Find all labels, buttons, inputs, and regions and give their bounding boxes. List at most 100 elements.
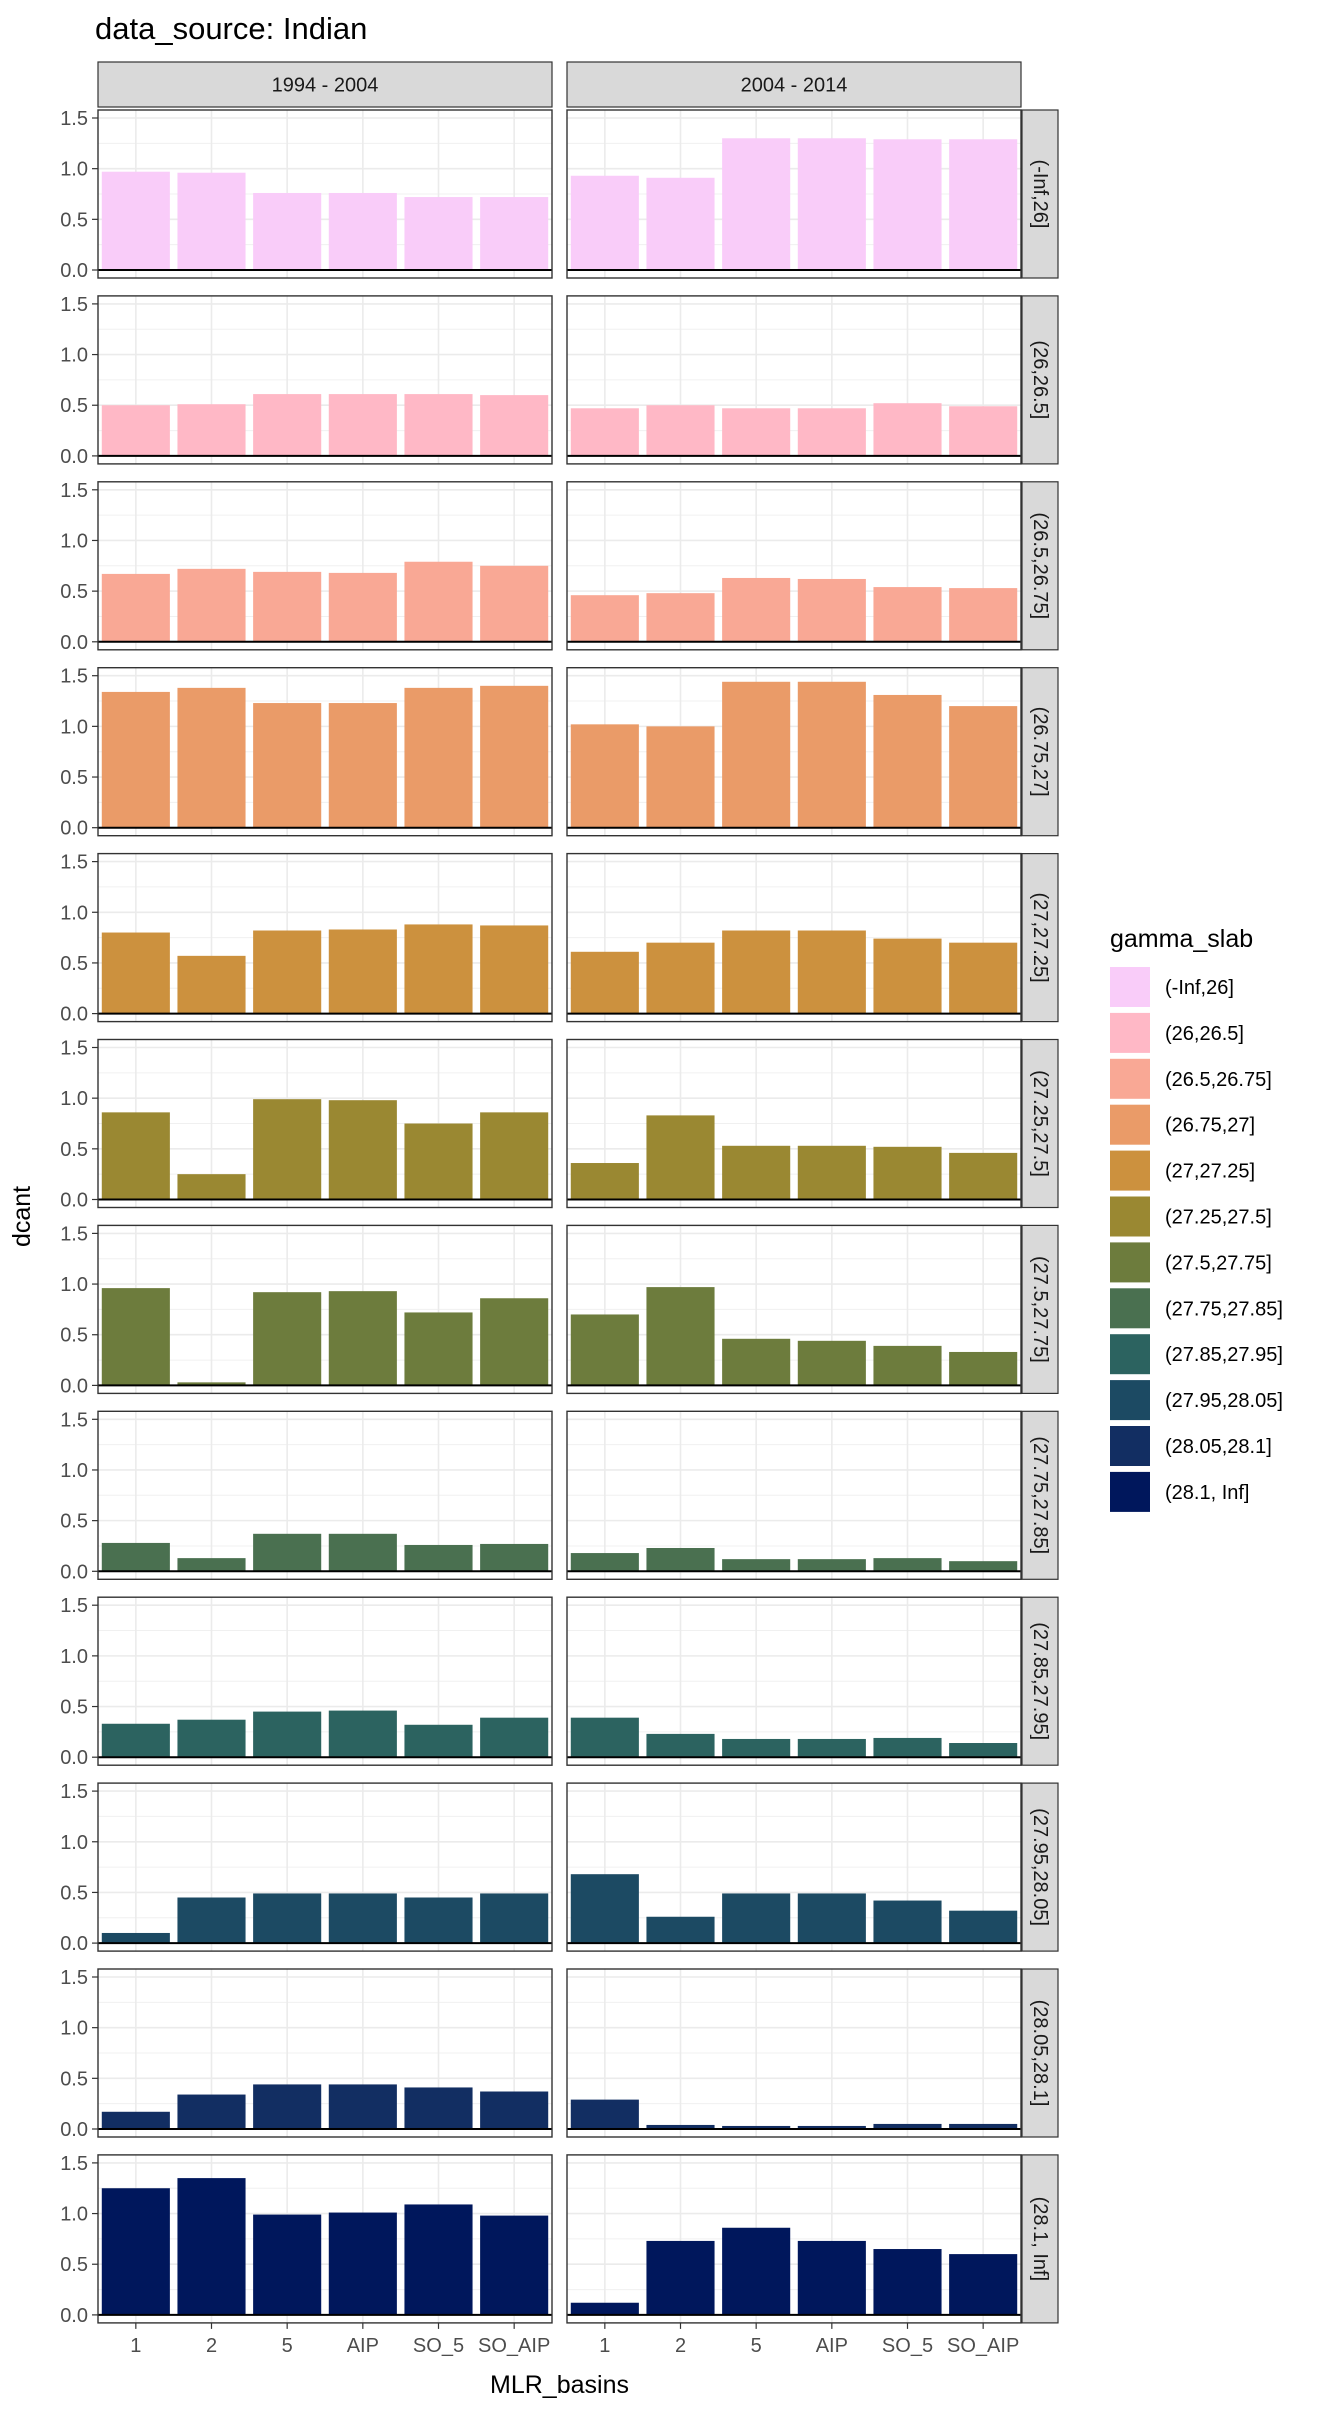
y-tick-label: 1.0 bbox=[60, 345, 88, 367]
facet-panel bbox=[566, 2154, 1022, 2324]
legend-title: gamma_slab bbox=[1110, 925, 1253, 953]
bar bbox=[404, 1544, 473, 1572]
legend-key bbox=[1110, 1242, 1150, 1283]
chart-title: data_source: Indian bbox=[95, 11, 367, 46]
bar bbox=[797, 1559, 866, 1572]
y-tick-label: 0.0 bbox=[60, 1190, 88, 1212]
bar bbox=[253, 571, 322, 642]
bar bbox=[570, 175, 639, 270]
row-strip-label: (27.5,27.75] bbox=[1029, 1256, 1051, 1363]
bar bbox=[253, 1533, 322, 1572]
x-tick-label: 5 bbox=[282, 2335, 293, 2357]
x-tick-label: SO_5 bbox=[882, 2335, 933, 2357]
bar bbox=[177, 2178, 246, 2315]
facet-panels: 1994 - 2004 2004 - 2014 0.0 0.5 1.0 1.5 (-Inf,… bbox=[60, 61, 1059, 2357]
legend-label: (26.75,27] bbox=[1165, 1115, 1255, 1137]
facet-panel bbox=[97, 1038, 553, 1209]
bar bbox=[480, 395, 549, 456]
bar bbox=[404, 1123, 473, 1200]
bar bbox=[570, 2099, 639, 2129]
bar bbox=[404, 394, 473, 456]
bar bbox=[177, 568, 246, 642]
bar bbox=[873, 1558, 942, 1572]
bar bbox=[949, 139, 1018, 270]
bar bbox=[253, 2084, 322, 2129]
y-tick-label: 1.5 bbox=[60, 666, 88, 688]
y-tick-label: 0.5 bbox=[60, 1325, 88, 1347]
bar bbox=[101, 1723, 170, 1758]
y-tick-label: 1.5 bbox=[60, 852, 88, 874]
y-tick-label: 1.0 bbox=[60, 2204, 88, 2226]
y-tick-label: 0.0 bbox=[60, 1004, 88, 1026]
facet-panel bbox=[97, 481, 553, 651]
row-strip bbox=[1021, 295, 1059, 465]
y-tick-label: 0.0 bbox=[60, 260, 88, 282]
column-strip bbox=[97, 61, 553, 108]
y-tick-label: 0.0 bbox=[60, 446, 88, 468]
bar bbox=[722, 930, 791, 1014]
facet-panel bbox=[566, 1782, 1022, 1952]
bar bbox=[404, 1312, 473, 1386]
bar bbox=[253, 1893, 322, 1944]
bar bbox=[722, 577, 791, 642]
bar bbox=[404, 924, 473, 1014]
bar bbox=[570, 1874, 639, 1944]
panel-border bbox=[566, 1968, 1022, 2138]
y-tick-label: 0.0 bbox=[60, 2119, 88, 2141]
legend-key bbox=[1110, 1471, 1150, 1512]
panel-border bbox=[566, 667, 1022, 837]
bar bbox=[177, 687, 246, 828]
y-tick-label: 0.5 bbox=[60, 767, 88, 789]
x-tick-label: AIP bbox=[816, 2335, 848, 2357]
bar bbox=[722, 408, 791, 456]
bar bbox=[480, 1298, 549, 1386]
bar bbox=[328, 2212, 397, 2315]
facet-panel bbox=[566, 481, 1022, 651]
bar bbox=[949, 1351, 1018, 1386]
panel-border bbox=[97, 109, 553, 279]
bar bbox=[177, 1174, 246, 1200]
panel-border bbox=[566, 2154, 1022, 2324]
bar bbox=[328, 1710, 397, 1758]
bar bbox=[873, 139, 942, 270]
x-tick-label: AIP bbox=[347, 2335, 379, 2357]
x-tick-label: 5 bbox=[751, 2335, 762, 2357]
bar bbox=[722, 1338, 791, 1386]
bar bbox=[328, 1893, 397, 1944]
legend-key bbox=[1110, 1426, 1150, 1466]
bar bbox=[101, 405, 170, 456]
row-strip bbox=[1021, 667, 1059, 837]
panel-border bbox=[566, 1596, 1022, 1766]
bar bbox=[480, 1543, 549, 1572]
bar bbox=[570, 1553, 639, 1572]
panel-border bbox=[566, 1782, 1022, 1952]
x-tick-label: SO_5 bbox=[413, 2335, 464, 2357]
bar bbox=[646, 405, 715, 456]
bar bbox=[873, 1345, 942, 1386]
facet-panel bbox=[97, 1782, 553, 1952]
bar bbox=[797, 1145, 866, 1200]
bar bbox=[949, 2123, 1018, 2129]
y-tick-label: 1.0 bbox=[60, 902, 88, 924]
bar bbox=[797, 2125, 866, 2129]
facet-panel bbox=[97, 1410, 553, 1581]
row-strip-label: (27.25,27.5] bbox=[1029, 1070, 1051, 1177]
y-tick-label: 0.0 bbox=[60, 818, 88, 840]
bar bbox=[949, 1561, 1018, 1572]
row-strip-label: (27,27.25] bbox=[1029, 893, 1051, 983]
legend-key bbox=[1110, 1150, 1150, 1191]
legend-label: (26.5,26.75] bbox=[1165, 1069, 1272, 1091]
row-strip-label: (28.1, Inf] bbox=[1029, 2197, 1051, 2282]
y-tick-label: 0.5 bbox=[60, 1511, 88, 1533]
bar bbox=[722, 138, 791, 270]
bar bbox=[253, 192, 322, 270]
column-strip bbox=[566, 61, 1022, 108]
bar bbox=[480, 197, 549, 270]
bar bbox=[949, 588, 1018, 642]
bar bbox=[570, 1717, 639, 1758]
y-tick-label: 1.0 bbox=[60, 1832, 88, 1854]
bar bbox=[797, 578, 866, 642]
row-strip bbox=[1021, 852, 1059, 1023]
panel-border bbox=[566, 109, 1022, 279]
bar bbox=[873, 1737, 942, 1758]
